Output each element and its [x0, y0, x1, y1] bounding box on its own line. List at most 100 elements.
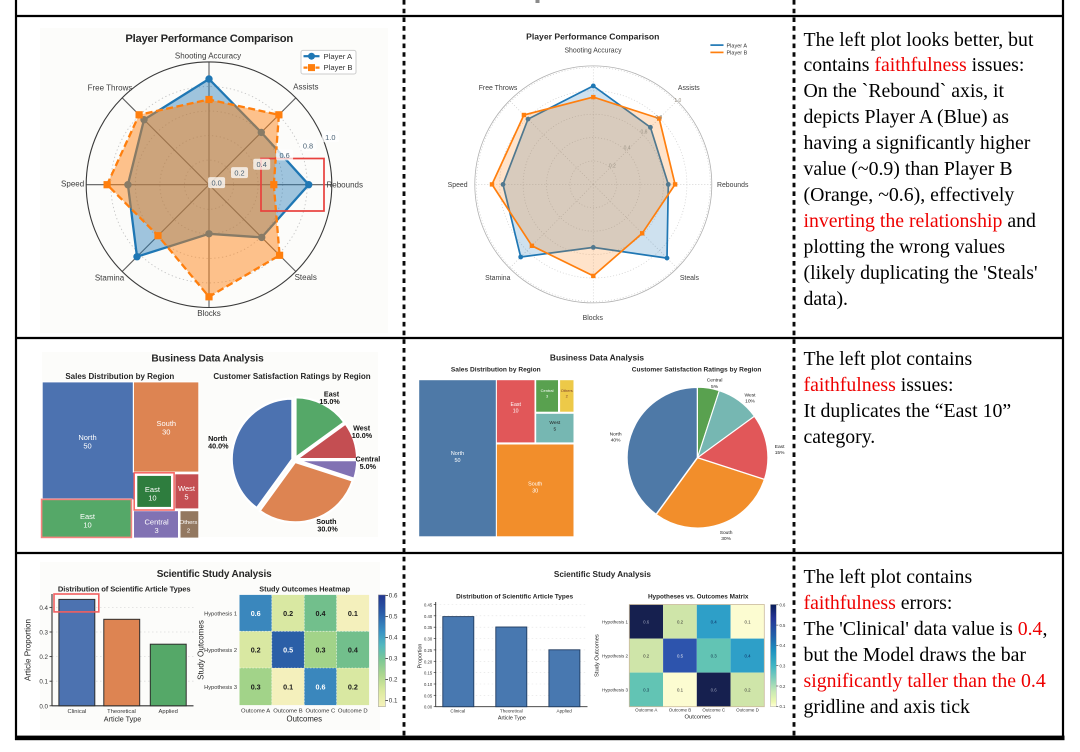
svg-text:0.2: 0.2 [677, 620, 684, 625]
svg-text:3: 3 [546, 394, 549, 399]
svg-text:Central: Central [707, 378, 723, 384]
svg-text:0.0: 0.0 [211, 179, 221, 188]
svg-text:15%: 15% [775, 450, 785, 456]
svg-text:5%: 5% [711, 384, 719, 390]
svg-text:Distribution of Scientific Art: Distribution of Scientific Article Types [58, 585, 191, 594]
svg-text:Steals: Steals [295, 273, 317, 282]
svg-text:0.6: 0.6 [316, 683, 326, 692]
svg-text:0.2: 0.2 [609, 163, 616, 169]
svg-text:0.05: 0.05 [424, 693, 433, 698]
svg-text:1.0: 1.0 [325, 133, 335, 142]
svg-text:0.4: 0.4 [780, 643, 786, 648]
svg-text:0.3: 0.3 [780, 664, 786, 669]
svg-text:3: 3 [155, 526, 159, 535]
svg-text:0.2: 0.2 [39, 654, 48, 661]
svg-text:0.3: 0.3 [251, 683, 261, 692]
svg-text:Player B: Player B [324, 63, 353, 72]
svg-text:South: South [720, 530, 733, 536]
svg-text:0.2: 0.2 [348, 683, 358, 692]
svg-text:0.1: 0.1 [389, 698, 398, 705]
svg-text:Hypothesis 2: Hypothesis 2 [204, 648, 237, 654]
svg-text:5: 5 [553, 426, 556, 432]
svg-text:Theoretical: Theoretical [107, 709, 136, 715]
svg-text:0.2: 0.2 [389, 677, 398, 684]
svg-text:Sales Distribution by Region: Sales Distribution by Region [65, 372, 174, 381]
svg-text:Outcomes: Outcomes [684, 715, 711, 721]
svg-text:Applied: Applied [557, 709, 573, 714]
svg-text:Scientific Study Analysis: Scientific Study Analysis [554, 570, 652, 579]
svg-text:East: East [145, 485, 161, 494]
svg-text:Outcome A: Outcome A [241, 709, 270, 715]
svg-text:0.4: 0.4 [744, 654, 751, 659]
svg-text:Clinical: Clinical [68, 709, 87, 715]
svg-text:30.0%: 30.0% [317, 525, 338, 534]
svg-text:0.6: 0.6 [251, 609, 261, 618]
svg-text:Outcome C: Outcome C [306, 709, 337, 715]
svg-text:0.00: 0.00 [424, 705, 433, 710]
svg-text:0.1: 0.1 [677, 688, 684, 693]
svg-text:0.2: 0.2 [643, 654, 650, 659]
svg-text:North: North [208, 434, 227, 443]
svg-text:0.2: 0.2 [251, 646, 261, 655]
svg-text:0.4: 0.4 [389, 635, 398, 642]
svg-text:Theoretical: Theoretical [500, 709, 523, 714]
svg-text:0.1: 0.1 [283, 683, 293, 692]
svg-text:Player B: Player B [727, 51, 748, 57]
svg-text:40%: 40% [611, 438, 621, 444]
svg-text:0.2: 0.2 [234, 169, 244, 178]
svg-text:0.20: 0.20 [424, 659, 433, 664]
svg-text:Outcome D: Outcome D [736, 708, 760, 713]
svg-text:10: 10 [148, 493, 156, 502]
svg-text:0.4: 0.4 [39, 605, 48, 612]
svg-text:10: 10 [83, 520, 91, 529]
svg-text:Player A: Player A [727, 43, 748, 49]
svg-text:Free Throws: Free Throws [88, 84, 133, 93]
svg-text:1.0: 1.0 [674, 98, 681, 104]
svg-text:Free Throws: Free Throws [479, 85, 518, 92]
svg-text:0.0: 0.0 [39, 703, 48, 710]
svg-text:0.3: 0.3 [643, 688, 650, 693]
svg-text:0.3: 0.3 [389, 656, 398, 663]
svg-text:Scientific Study Analysis: Scientific Study Analysis [157, 569, 272, 580]
svg-text:Article Type: Article Type [498, 716, 526, 722]
svg-text:Outcome A: Outcome A [635, 708, 657, 713]
svg-text:South: South [156, 419, 176, 428]
svg-text:0.3: 0.3 [39, 630, 48, 637]
svg-text:Hypothesis 2: Hypothesis 2 [602, 654, 629, 659]
svg-text:0.5: 0.5 [677, 654, 684, 659]
svg-text:Outcomes: Outcomes [287, 715, 323, 724]
svg-text:Business Data Analysis: Business Data Analysis [151, 354, 264, 365]
svg-text:Hypotheses vs. Outcomes Matrix: Hypotheses vs. Outcomes Matrix [648, 594, 749, 601]
svg-text:Rebounds: Rebounds [717, 182, 749, 189]
svg-text:0.6: 0.6 [780, 603, 786, 608]
svg-text:0.1: 0.1 [39, 679, 48, 686]
svg-text:50: 50 [83, 441, 91, 450]
svg-text:0.4: 0.4 [257, 160, 267, 169]
svg-text:0.30: 0.30 [424, 637, 433, 642]
svg-text:50: 50 [455, 458, 461, 464]
svg-text:Steals: Steals [680, 275, 700, 282]
svg-text:0.4: 0.4 [316, 609, 326, 618]
svg-text:North: North [78, 433, 96, 442]
svg-text:Business Data Analysis: Business Data Analysis [550, 353, 645, 363]
svg-text:Outcome D: Outcome D [338, 709, 368, 715]
svg-text:0.3: 0.3 [711, 654, 718, 659]
svg-text:0.4: 0.4 [624, 145, 631, 151]
svg-text:Player Performance Comparison: Player Performance Comparison [125, 33, 293, 45]
svg-text:Player Performance Comparison: Player Performance Comparison [526, 32, 659, 42]
svg-text:Player A: Player A [324, 52, 354, 61]
svg-text:40.0%: 40.0% [208, 441, 229, 450]
svg-text:Hypothesis 3: Hypothesis 3 [602, 688, 629, 693]
svg-text:Shooting Accuracy: Shooting Accuracy [564, 47, 622, 54]
svg-text:0.6: 0.6 [641, 130, 648, 136]
svg-text:Proportion: Proportion [418, 644, 424, 669]
svg-text:30%: 30% [721, 536, 731, 542]
svg-text:0.1: 0.1 [348, 609, 358, 618]
svg-text:Speed: Speed [448, 182, 468, 189]
svg-text:0.45: 0.45 [424, 603, 433, 608]
svg-text:North: North [610, 432, 622, 438]
svg-text:South: South [316, 517, 336, 526]
svg-text:Hypothesis 1: Hypothesis 1 [602, 620, 629, 625]
svg-text:Others: Others [561, 388, 573, 393]
svg-text:5.0%: 5.0% [360, 462, 377, 471]
